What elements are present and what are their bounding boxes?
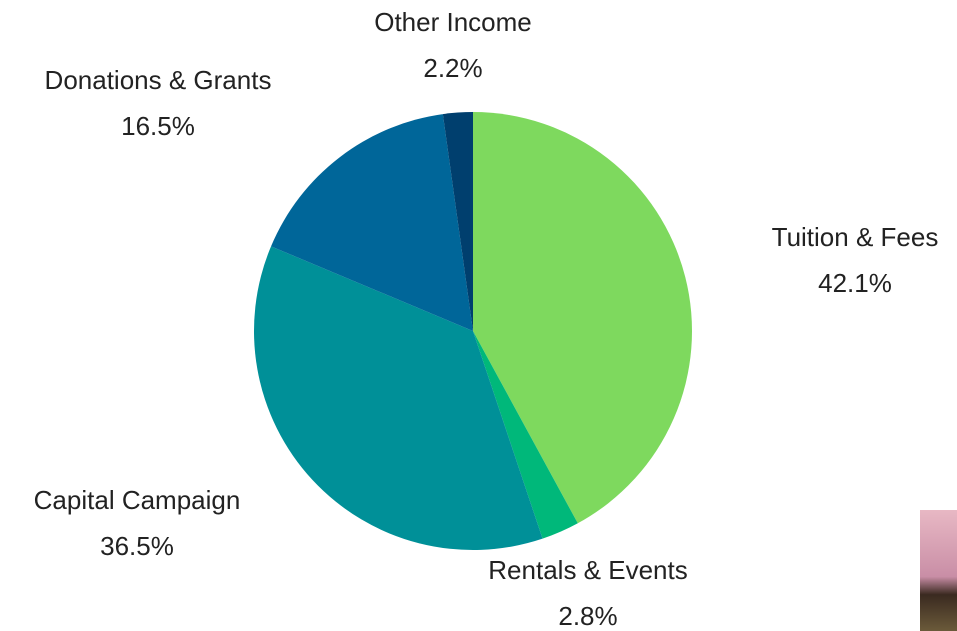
slice-value-label: 2.8% — [558, 601, 617, 631]
slice-label: Other Income — [374, 7, 532, 37]
slice-label: Donations & Grants — [45, 65, 272, 95]
slice-label: Rentals & Events — [488, 555, 687, 585]
slice-value-label: 36.5% — [100, 531, 174, 561]
slice-label: Capital Campaign — [34, 485, 241, 515]
slice-value-label: 16.5% — [121, 111, 195, 141]
slice-label: Tuition & Fees — [772, 222, 939, 252]
photo-thumbnail — [920, 510, 957, 631]
slice-value-label: 42.1% — [818, 268, 892, 298]
pie — [254, 112, 692, 550]
page: {"chart_data": {"type": "pie", "categori… — [0, 0, 957, 631]
chart: Tuition & Fees 42.1% Rentals & Events 2.8% C… — [0, 0, 957, 631]
slice-value-label: 2.2% — [423, 53, 482, 83]
